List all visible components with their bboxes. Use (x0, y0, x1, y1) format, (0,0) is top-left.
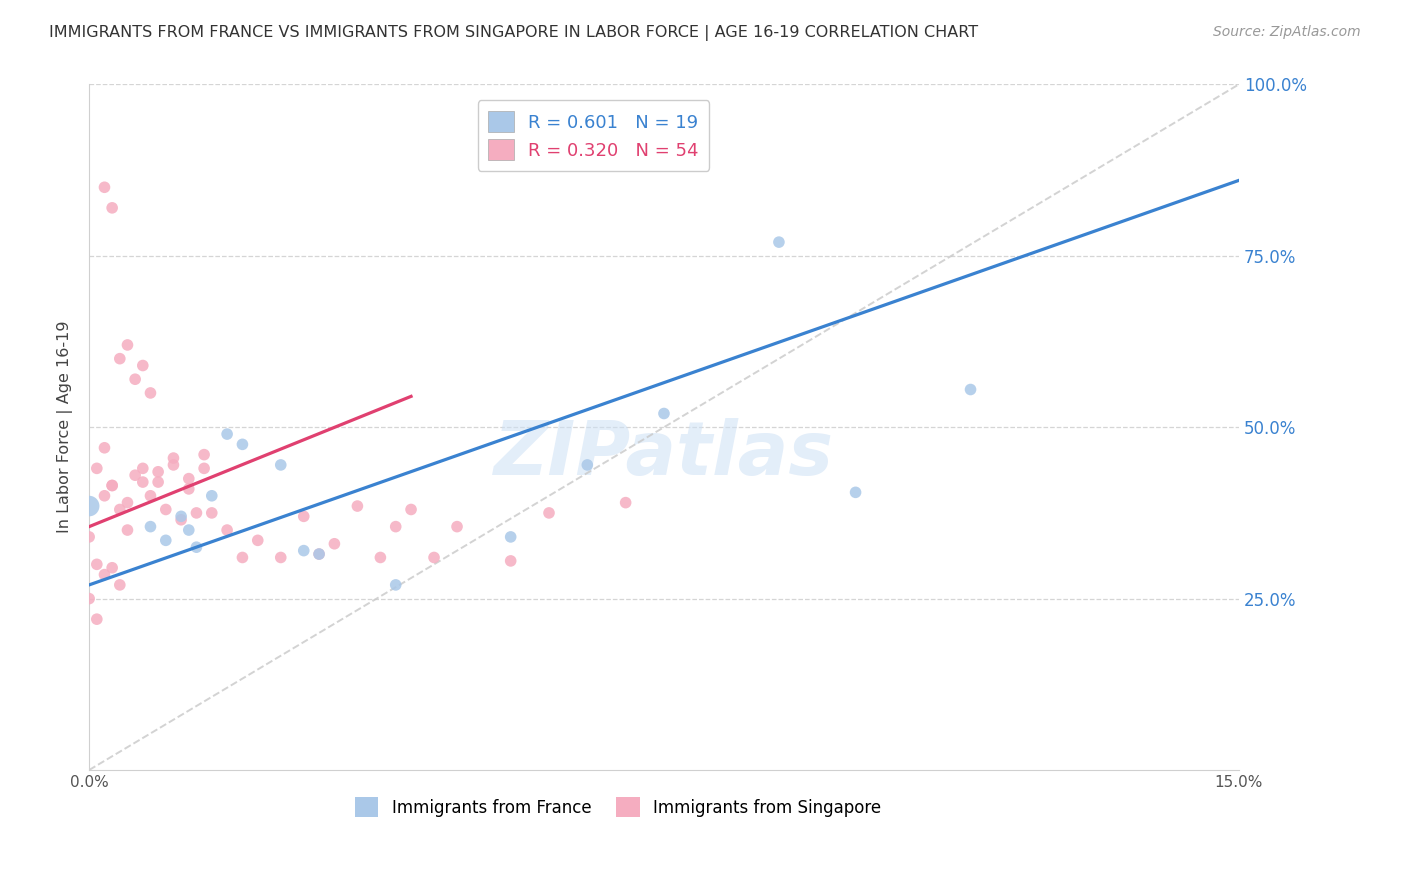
Point (132, 461, 155, 475)
Point (177, 472, 200, 486)
Point (146, 475, 169, 489)
Point (186, 540, 208, 554)
Point (93, 489, 115, 503)
Point (132, 475, 155, 489)
Point (308, 547, 330, 561)
Point (346, 499, 368, 513)
Point (101, 201, 124, 215)
Point (193, 461, 215, 475)
Point (132, 359, 155, 373)
Point (108, 502, 131, 516)
Point (959, 383, 981, 397)
Point (162, 451, 184, 466)
Point (323, 537, 346, 551)
Point (399, 502, 422, 516)
Point (139, 386, 162, 401)
Point (614, 495, 637, 509)
Point (155, 502, 177, 516)
Point (77, 499, 100, 513)
Point (155, 533, 177, 548)
Point (186, 506, 208, 520)
Point (108, 351, 131, 366)
Point (93, 441, 115, 455)
Point (162, 458, 184, 472)
Point (423, 550, 446, 565)
Point (201, 489, 224, 503)
Point (652, 407, 675, 421)
Point (117, 523, 139, 537)
Legend: Immigrants from France, Immigrants from Singapore: Immigrants from France, Immigrants from … (349, 791, 887, 823)
Point (217, 427, 239, 442)
Point (246, 533, 269, 548)
Y-axis label: In Labor Force | Age 16-19: In Labor Force | Age 16-19 (58, 321, 73, 533)
Point (93, 567, 115, 582)
Text: Source: ZipAtlas.com: Source: ZipAtlas.com (1213, 25, 1361, 39)
Point (370, 550, 392, 565)
Point (101, 561, 124, 575)
Point (576, 458, 599, 472)
Point (177, 523, 200, 537)
Point (231, 550, 253, 565)
Point (193, 448, 215, 462)
Point (177, 482, 200, 496)
Point (93, 180, 115, 194)
Point (845, 485, 868, 500)
Point (499, 554, 522, 568)
Point (86, 558, 108, 572)
Point (86, 461, 108, 475)
Point (77, 530, 100, 544)
Point (101, 478, 124, 492)
Point (292, 543, 315, 558)
Point (292, 509, 315, 524)
Point (217, 523, 239, 537)
Point (124, 468, 146, 483)
Point (117, 338, 139, 352)
Point (108, 578, 131, 592)
Point (139, 519, 162, 533)
Point (270, 550, 292, 565)
Point (77, 591, 100, 606)
Text: ZIPatlas: ZIPatlas (494, 418, 834, 491)
Point (170, 509, 193, 524)
Point (117, 495, 139, 509)
Point (384, 578, 406, 592)
Point (146, 465, 169, 479)
Point (384, 519, 406, 533)
Point (446, 519, 468, 533)
Point (170, 513, 193, 527)
Point (499, 530, 522, 544)
Point (768, 235, 790, 249)
Point (270, 458, 292, 472)
Point (86, 612, 108, 626)
Point (101, 478, 124, 492)
Point (308, 547, 330, 561)
Point (139, 489, 162, 503)
Point (201, 506, 224, 520)
Point (231, 437, 253, 451)
Point (537, 506, 560, 520)
Point (124, 372, 146, 386)
Text: IMMIGRANTS FROM FRANCE VS IMMIGRANTS FROM SINGAPORE IN LABOR FORCE | AGE 16-19 C: IMMIGRANTS FROM FRANCE VS IMMIGRANTS FRO… (49, 25, 979, 41)
